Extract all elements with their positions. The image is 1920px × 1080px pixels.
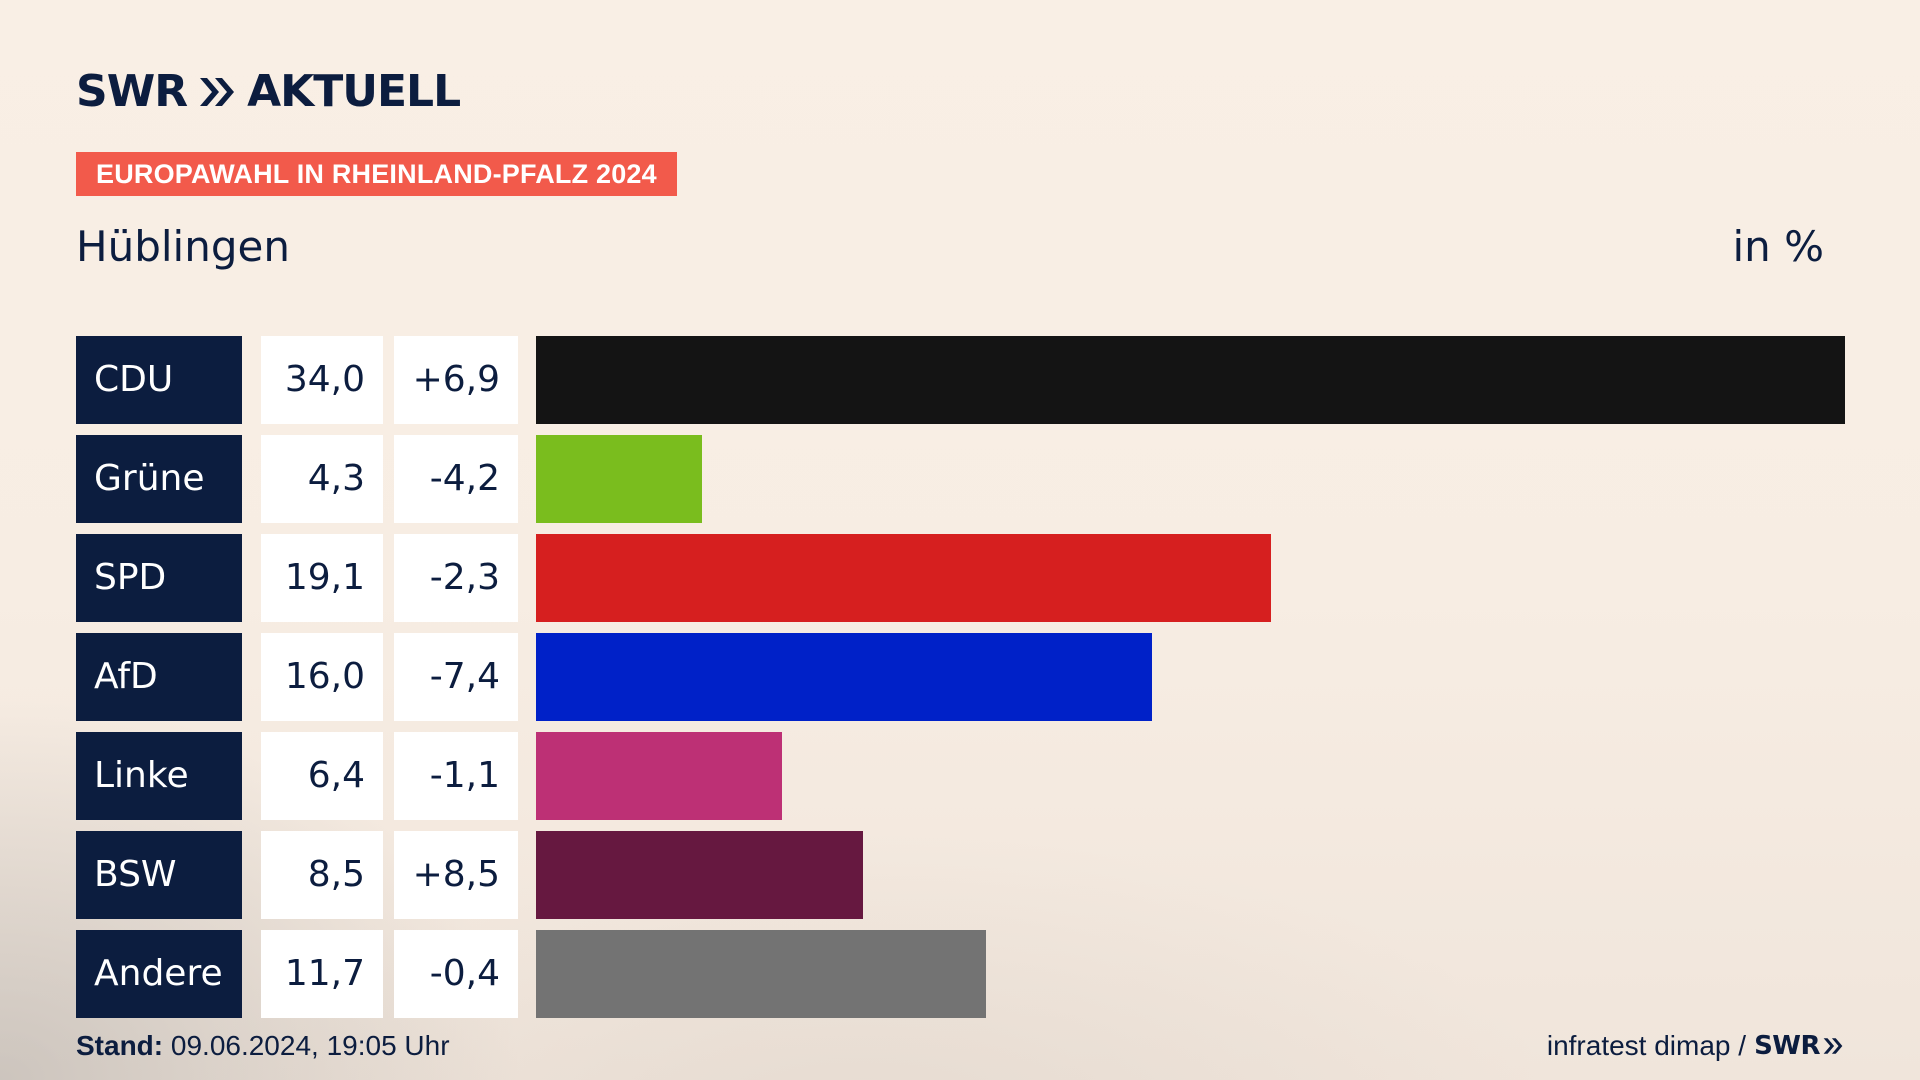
stand-value: 09.06.2024, 19:05 Uhr xyxy=(163,1030,450,1061)
party-bar xyxy=(536,930,986,1018)
party-bar xyxy=(536,831,863,919)
logo-swr-text: SWR xyxy=(76,66,188,117)
party-value: 34,0 xyxy=(261,336,383,424)
double-chevron-icon xyxy=(200,78,235,106)
party-name: Grüne xyxy=(76,435,242,523)
place-title: Hüblingen xyxy=(76,222,290,271)
stand-label: Stand: xyxy=(76,1030,164,1061)
party-value: 19,1 xyxy=(261,534,383,622)
election-badge: EUROPAWAHL IN RHEINLAND-PFALZ 2024 xyxy=(76,152,677,196)
source-info: infratest dimap / SWR xyxy=(1547,1030,1844,1062)
unit-label: in % xyxy=(1732,222,1824,271)
source-text: infratest dimap / xyxy=(1546,1030,1747,1061)
party-name: Andere xyxy=(76,930,242,1018)
party-diff: +6,9 xyxy=(394,336,518,424)
party-diff: -7,4 xyxy=(394,633,518,721)
party-name: CDU xyxy=(76,336,242,424)
party-value: 16,0 xyxy=(261,633,383,721)
party-bar xyxy=(536,732,782,820)
party-diff: -2,3 xyxy=(394,534,518,622)
footer-swr-logo: SWR xyxy=(1754,1031,1820,1061)
party-bar xyxy=(536,534,1271,622)
party-name: SPD xyxy=(76,534,242,622)
logo-aktuell-text: AKTUELL xyxy=(247,66,461,117)
party-diff: -4,2 xyxy=(394,435,518,523)
party-value: 4,3 xyxy=(261,435,383,523)
party-bar xyxy=(536,435,702,523)
party-diff: -0,4 xyxy=(394,930,518,1018)
party-bar xyxy=(536,336,1845,424)
party-bar xyxy=(536,633,1152,721)
party-diff: +8,5 xyxy=(394,831,518,919)
party-value: 8,5 xyxy=(261,831,383,919)
swr-aktuell-logo: SWR AKTUELL xyxy=(76,66,461,117)
party-value: 6,4 xyxy=(261,732,383,820)
stand-info: Stand: 09.06.2024, 19:05 Uhr xyxy=(76,1030,450,1062)
party-diff: -1,1 xyxy=(394,732,518,820)
footer-double-chevron-icon xyxy=(1823,1038,1843,1054)
party-name: Linke xyxy=(76,732,242,820)
party-name: BSW xyxy=(76,831,242,919)
party-name: AfD xyxy=(76,633,242,721)
party-value: 11,7 xyxy=(261,930,383,1018)
